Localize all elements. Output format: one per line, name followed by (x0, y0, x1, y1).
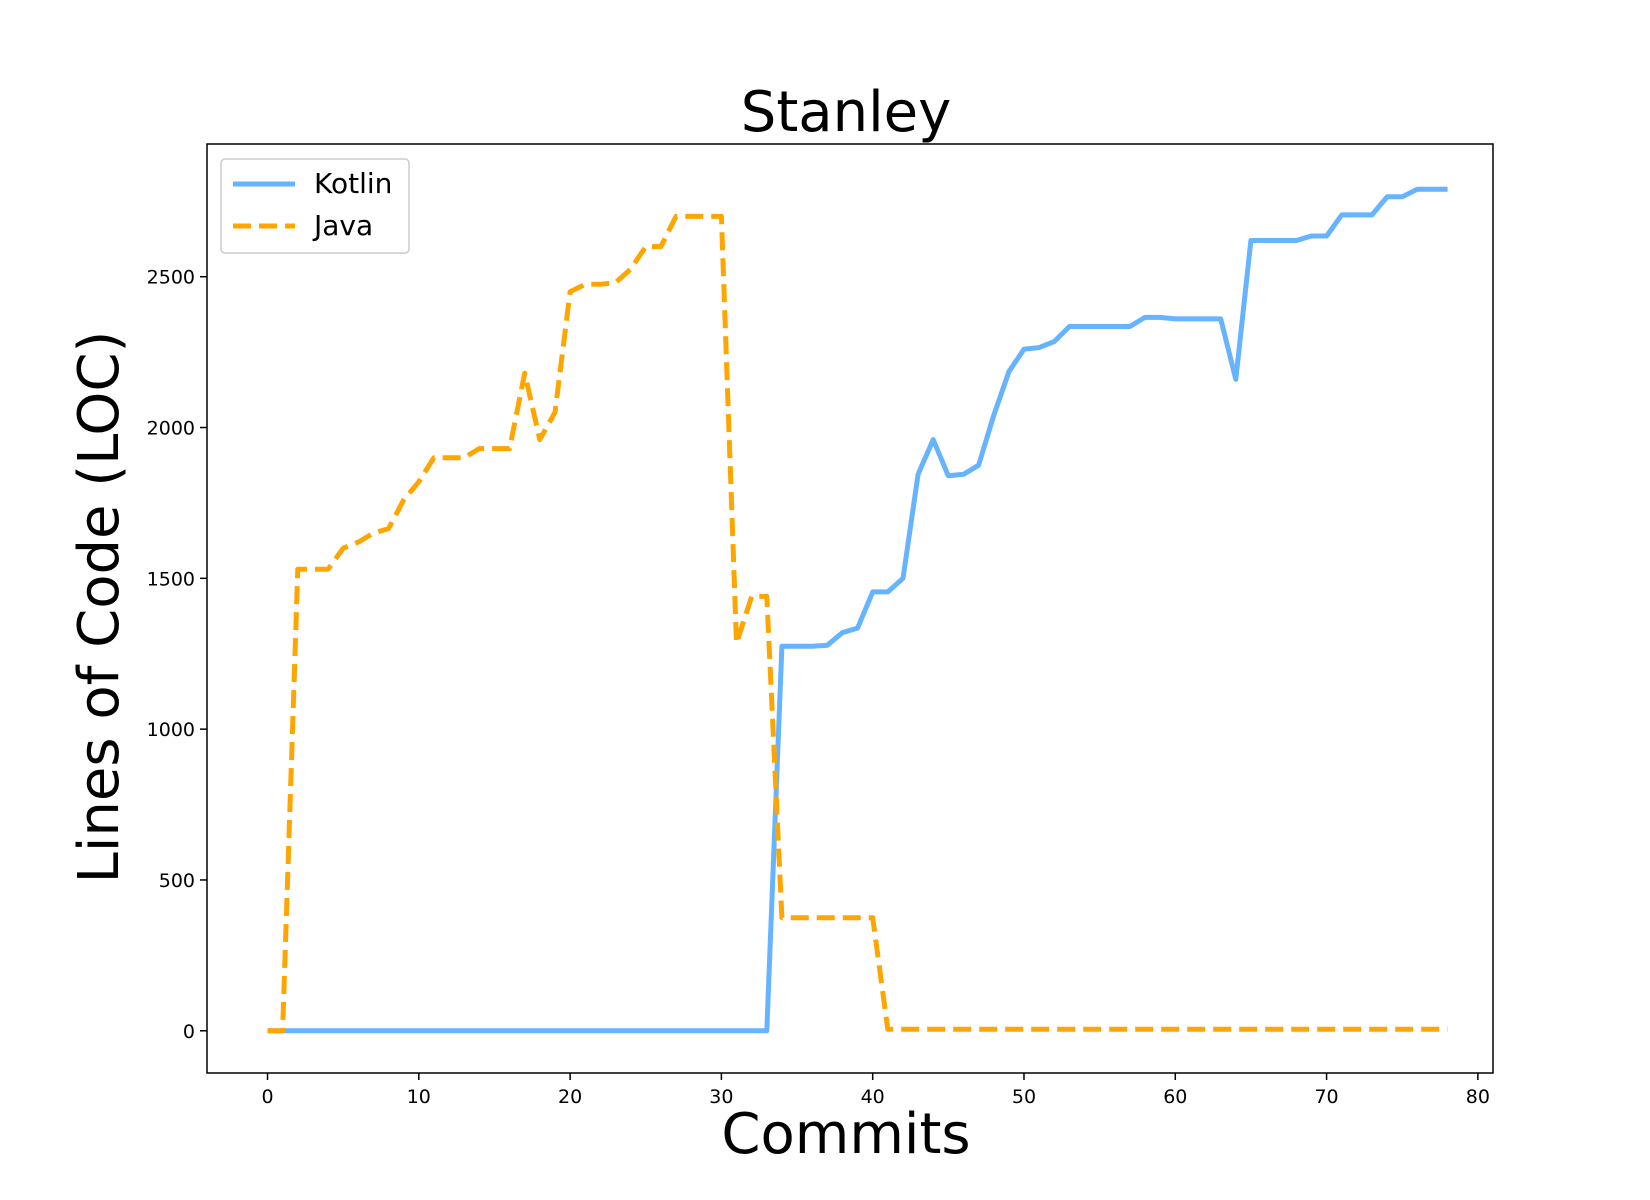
x-tick-label: 40 (861, 1086, 885, 1108)
y-tick-label: 2000 (147, 418, 195, 440)
plot-frame (206, 143, 1494, 1074)
legend-label-java: Java (312, 209, 373, 242)
y-tick-label: 1500 (147, 568, 195, 590)
x-tick-label: 70 (1314, 1086, 1338, 1108)
y-tick-label: 0 (183, 1021, 195, 1043)
y-tick-label: 1000 (147, 719, 195, 741)
plot-lines (267, 186, 1448, 1034)
y-axis-ticks: 0 500 1000 1500 2000 2500 (147, 267, 207, 1043)
x-tick-label: 10 (407, 1086, 431, 1108)
legend: Kotlin Java (220, 158, 410, 254)
chart-title: Stanley (741, 80, 951, 145)
y-tick-label: 500 (159, 870, 195, 892)
legend-label-kotlin: Kotlin (314, 167, 392, 200)
x-axis-ticks: 0 10 20 30 40 50 60 70 80 (261, 1073, 1490, 1108)
x-tick-label: 20 (558, 1086, 582, 1108)
x-tick-label: 30 (709, 1086, 733, 1108)
series-line-kotlin (267, 186, 1448, 1034)
series-line-java (267, 213, 1448, 1034)
x-axis-label: Commits (721, 1102, 970, 1167)
y-axis-label: Lines of Code (LOC) (67, 331, 132, 884)
y-tick-label: 2500 (147, 267, 195, 289)
x-tick-label: 50 (1012, 1086, 1036, 1108)
x-tick-label: 60 (1163, 1086, 1187, 1108)
x-tick-label: 80 (1466, 1086, 1490, 1108)
x-tick-label: 0 (261, 1086, 273, 1108)
